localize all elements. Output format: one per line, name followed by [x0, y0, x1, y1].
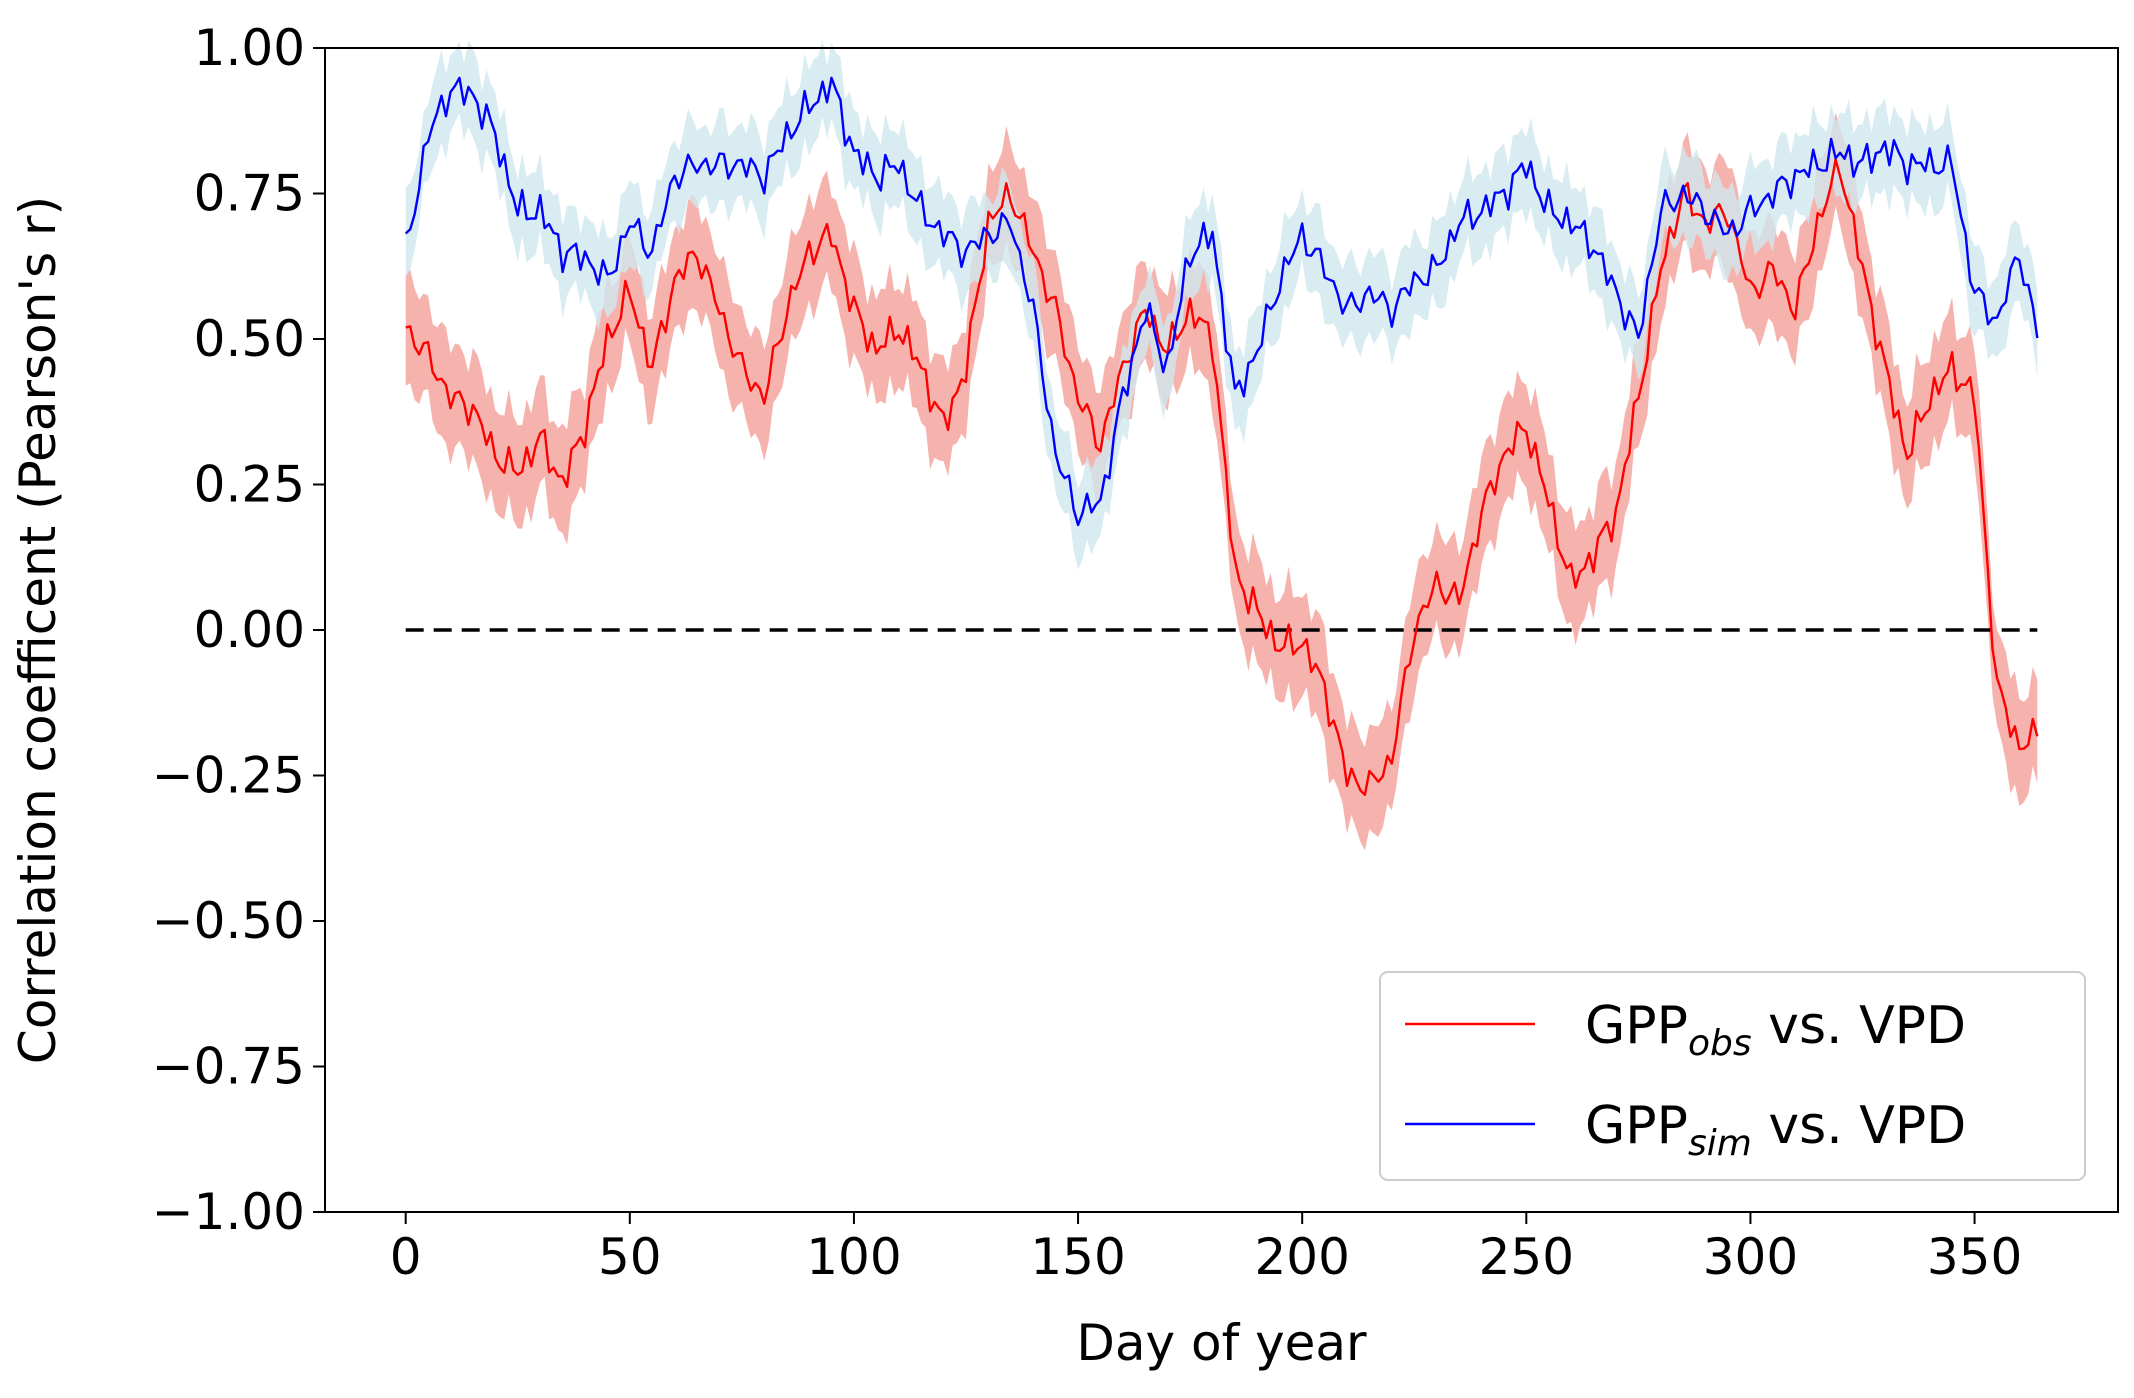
- x-tick-label: 300: [1703, 1228, 1798, 1286]
- legend: GPPobs vs. VPD GPPsim vs. VPD: [1379, 971, 2086, 1181]
- y-tick-label: −0.25: [152, 747, 305, 805]
- x-tick-label: 150: [1030, 1228, 1125, 1286]
- x-tick-label: 350: [1927, 1228, 2022, 1286]
- y-tick-label: 0.75: [194, 165, 305, 223]
- x-tick-label: 200: [1254, 1228, 1349, 1286]
- line-series-2: [404, 76, 2039, 527]
- x-axis-label: Day of year: [1076, 1314, 1367, 1372]
- legend-box: [1379, 971, 2086, 1181]
- y-axis-ticks: −1.00 −0.75 −0.50 −0.25 0.00 0.25 0.50 0.75 1.00: [152, 19, 325, 1241]
- legend-entry-label: GPPsim vs. VPD: [1585, 1096, 1966, 1164]
- y-tick-label: −1.00: [152, 1183, 305, 1241]
- y-tick-label: 0.50: [194, 310, 305, 368]
- x-tick-label: 250: [1479, 1228, 1574, 1286]
- series-lines: [404, 76, 2039, 796]
- y-tick-label: 1.00: [194, 19, 305, 77]
- x-tick-label: 0: [390, 1228, 422, 1286]
- confidence-bands: [405, 40, 2038, 851]
- legend-entry-label: GPPobs vs. VPD: [1585, 996, 1966, 1064]
- band-series-1: [405, 112, 2038, 851]
- line-series-1: [405, 158, 2039, 796]
- y-tick-label: 0.25: [194, 456, 305, 514]
- y-tick-label: −0.75: [152, 1038, 305, 1096]
- y-axis-label: Correlation coefficent (Pearson's r): [9, 196, 67, 1064]
- y-tick-label: 0.00: [194, 601, 305, 659]
- x-axis-ticks: 0 50 100 150 200 250 300 350: [390, 1212, 2022, 1286]
- y-tick-label: −0.50: [152, 892, 305, 950]
- x-tick-label: 50: [598, 1228, 662, 1286]
- x-tick-label: 100: [806, 1228, 901, 1286]
